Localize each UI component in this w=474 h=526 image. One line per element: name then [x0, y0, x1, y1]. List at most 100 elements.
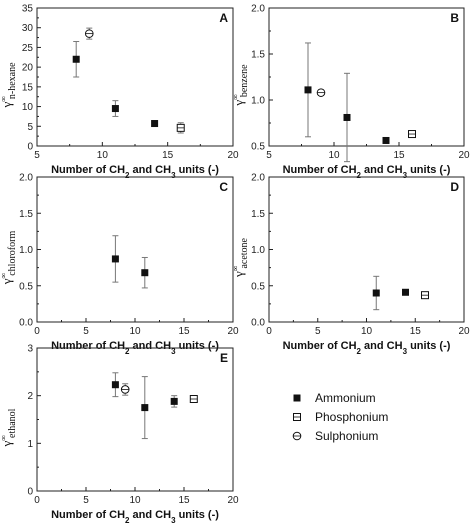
y-axis-label: γ∞benzene: [231, 64, 250, 107]
ammonium-marker: [111, 255, 119, 263]
ammonium-marker: [304, 86, 312, 94]
y-tick-label: 1.5: [251, 50, 265, 61]
y-label-subscript: n-hexane: [7, 62, 18, 99]
x-label-subscript: 2: [125, 171, 130, 180]
series-ammonium: [111, 235, 149, 289]
y-label-gamma: γ: [0, 440, 14, 447]
x-axis-label: Number of CH2 and CH3 units (-): [283, 164, 451, 180]
x-axis-label: Number of CH2 and CH3 units (-): [283, 340, 451, 356]
plot-frame: [36, 176, 234, 323]
x-label-part: units (-): [176, 509, 220, 521]
ammonium-marker: [111, 105, 119, 113]
y-tick-label: 1.5: [19, 209, 33, 220]
x-tick-label: 20: [458, 326, 470, 337]
series-ammonium: [72, 41, 159, 128]
x-tick-label: 5: [83, 326, 89, 337]
x-tick-label: 10: [129, 495, 141, 506]
series-sulphonium: [84, 27, 94, 40]
y-label-gamma: γ: [231, 271, 246, 278]
y-axis-label: γ∞acetone: [231, 237, 250, 278]
x-label-subscript: 2: [125, 516, 130, 525]
x-label-part: and: [130, 340, 156, 352]
x-label-subscript: 3: [171, 516, 176, 525]
y-label-subscript: benzene: [239, 64, 250, 97]
x-label-part: and: [361, 164, 387, 176]
y-tick-label: 0.5: [251, 142, 265, 153]
x-label-part: Number of: [51, 340, 109, 352]
plot-frame: [268, 176, 465, 323]
ammonium-marker: [151, 120, 159, 128]
x-label-part: CH: [155, 164, 171, 176]
x-label-subscript: 3: [403, 171, 408, 180]
x-label-part: Number of: [283, 340, 341, 352]
y-tick-label: 2.0: [19, 173, 33, 184]
x-label-part: units (-): [407, 340, 451, 352]
x-label-part: and: [130, 509, 156, 521]
y-tick-label: 0: [27, 487, 33, 498]
x-label-subscript: 2: [125, 347, 130, 356]
panel-letter: E: [220, 351, 228, 365]
y-tick-label: 1.5: [251, 209, 265, 220]
x-label-part: and: [361, 340, 387, 352]
x-axis-label: Number of CH2 and CH3 units (-): [51, 164, 219, 180]
x-label-subscript: 3: [403, 347, 408, 356]
x-tick-label: 0: [34, 495, 40, 506]
x-tick-label: 5: [315, 326, 321, 337]
y-label-subscript: ethanol: [7, 408, 18, 438]
x-tick-label: 20: [227, 150, 239, 161]
series-ammonium: [372, 275, 409, 311]
series-phosphonium: [189, 395, 198, 404]
series-ammonium: [111, 372, 178, 440]
x-label-part: CH: [341, 340, 357, 352]
series-ammonium: [304, 42, 390, 163]
x-label-subscript: 3: [171, 171, 176, 180]
y-tick-label: 35: [22, 4, 34, 15]
plot-frame: [36, 347, 234, 492]
x-label-part: CH: [109, 164, 125, 176]
x-label-part: CH: [341, 164, 357, 176]
plot-frame: [268, 7, 465, 147]
y-tick-label: 2.0: [251, 173, 265, 184]
y-label-infinity: ∞: [0, 435, 8, 441]
ammonium-marker: [170, 397, 178, 405]
panel-letter: A: [219, 11, 228, 25]
ammonium-marker: [72, 55, 80, 63]
x-label-part: units (-): [176, 340, 220, 352]
series-phosphonium: [408, 130, 416, 139]
y-axis-label: γ∞n-hexane: [0, 62, 18, 109]
x-tick-label: 0: [266, 326, 272, 337]
y-tick-label: 5: [27, 122, 33, 133]
y-tick-label: 0.0: [19, 318, 33, 329]
x-label-subscript: 3: [171, 347, 176, 356]
x-axis-label: Number of CH2 and CH3 units (-): [51, 340, 219, 356]
panel-letter: B: [450, 11, 459, 25]
y-label-gamma: γ: [0, 102, 14, 109]
y-label-subscript: chloroform: [7, 231, 18, 276]
series-sulphonium: [120, 383, 130, 396]
y-tick-label: 2: [27, 391, 33, 402]
y-tick-label: 15: [22, 82, 34, 93]
y-axis-label: γ∞ethanol: [0, 408, 18, 447]
x-tick-label: 5: [266, 150, 272, 161]
ammonium-marker: [111, 381, 119, 389]
x-label-part: CH: [387, 340, 403, 352]
y-label-subscript: acetone: [239, 237, 250, 268]
y-tick-label: 0: [27, 142, 33, 153]
x-label-part: and: [130, 164, 156, 176]
y-tick-label: 1.0: [251, 96, 265, 107]
x-tick-label: 15: [178, 495, 190, 506]
y-tick-label: 1.0: [19, 245, 33, 256]
x-tick-label: 15: [410, 326, 422, 337]
x-label-part: Number of: [51, 164, 109, 176]
x-tick-label: 0: [34, 326, 40, 337]
y-tick-label: 1: [27, 439, 33, 450]
y-label-gamma: γ: [0, 278, 14, 285]
y-tick-label: 30: [22, 23, 34, 34]
x-axis-label: Number of CH2 and CH3 units (-): [51, 509, 219, 525]
x-label-part: units (-): [176, 164, 220, 176]
x-label-part: Number of: [283, 164, 341, 176]
ammonium-marker: [382, 136, 390, 144]
y-tick-label: 25: [22, 43, 34, 54]
legend: Ammonium Phosphonium Sulphonium: [292, 391, 388, 443]
